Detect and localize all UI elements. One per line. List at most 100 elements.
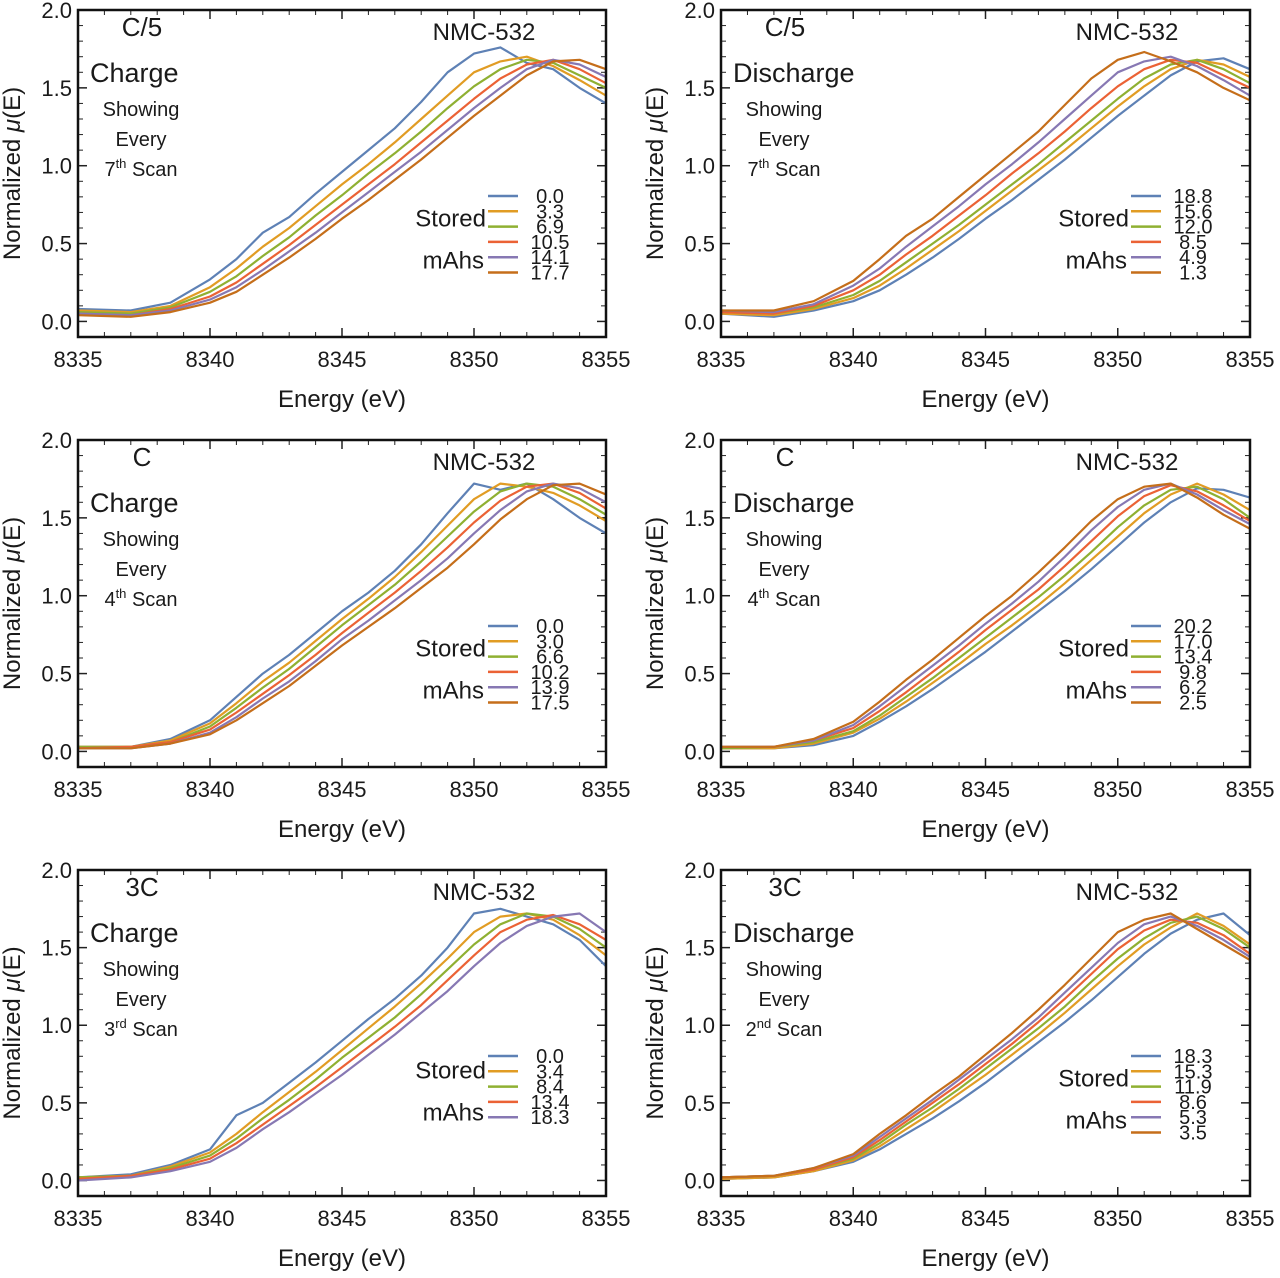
legend-label-18.3: 18.3	[1174, 1046, 1213, 1068]
note-every: Every	[115, 129, 166, 151]
y-tick-label: 0.5	[684, 1091, 715, 1116]
legend-label-3.0: 3.0	[536, 631, 564, 653]
x-tick-label: 8350	[1093, 777, 1142, 802]
series-group	[721, 912, 1250, 1180]
legend-label-20.2: 20.2	[1174, 616, 1213, 638]
legend-title-stored: Stored	[1058, 635, 1129, 662]
rate-label: C	[776, 442, 795, 472]
series-group	[721, 482, 1250, 750]
y-axis-title-text: Normalized	[642, 132, 669, 260]
series-line-13.4	[721, 485, 1250, 750]
legend-label-8.5: 8.5	[1179, 232, 1207, 254]
y-tick-label: 2.0	[684, 0, 715, 23]
x-tick-label: 8340	[186, 777, 235, 802]
y-axis-title-symbol: μ	[642, 549, 669, 563]
legend-title-mahs: mAhs	[1066, 247, 1127, 274]
series-line-5.3	[721, 915, 1250, 1179]
series-line-13.9	[78, 482, 606, 750]
series-line-3.4	[78, 912, 606, 1179]
series-line-3.3	[78, 55, 606, 314]
legend-label-8.4: 8.4	[536, 1077, 564, 1099]
series-line-15.6	[721, 58, 1250, 317]
legend-label-11.9: 11.9	[1174, 1077, 1211, 1099]
mode-label: Discharge	[733, 918, 855, 948]
y-tick-label: 1.5	[41, 76, 72, 101]
plot-frame	[719, 8, 1252, 339]
series-line-15.3	[721, 912, 1250, 1180]
y-axis-title: Normalized μ(E)	[0, 517, 26, 690]
note-scan-word: Scan	[126, 159, 177, 181]
x-tick-label: 8355	[1226, 777, 1275, 802]
x-tick-label: 8355	[1226, 1206, 1275, 1231]
series-line-6.6	[78, 482, 606, 748]
note-scan-word: Scan	[769, 589, 820, 611]
legend-label-13.9: 13.9	[531, 677, 570, 699]
series-line-17.7	[78, 58, 606, 318]
y-tick-label: 0.0	[684, 739, 715, 764]
y-axis-title: Normalized μ(E)	[642, 517, 669, 690]
note-scan-number: 7	[747, 159, 758, 181]
y-tick-label: 0.5	[41, 662, 72, 687]
series-line-10.5	[78, 58, 606, 317]
y-tick-label: 0.5	[684, 662, 715, 687]
y-tick-label: 1.5	[684, 936, 715, 961]
note-scan-number: 7	[104, 159, 115, 181]
legend-label-3.5: 3.5	[1179, 1123, 1207, 1145]
rate-label: C/5	[765, 12, 805, 42]
y-axis-title-symbol: μ	[642, 119, 669, 133]
x-axis-title: Energy (eV)	[278, 386, 406, 413]
plot-frame	[76, 8, 608, 339]
x-tick-label: 8355	[582, 777, 631, 802]
legend-label-14.1: 14.1	[531, 247, 570, 269]
note-scan-ordinal: th	[759, 156, 770, 171]
series-line-14.1	[78, 58, 606, 317]
x-tick-label: 8335	[54, 1206, 103, 1231]
note-scan: 7th Scan	[747, 156, 820, 181]
note-scan-ordinal: th	[116, 586, 127, 601]
y-tick-label: 0.5	[41, 1091, 72, 1116]
legend-label-6.2: 6.2	[1179, 677, 1207, 699]
y-axis-title-symbol: μ	[0, 978, 26, 992]
y-tick-label: 0.0	[684, 1168, 715, 1193]
y-tick-label: 1.0	[41, 154, 72, 179]
legend-label-17.7: 17.7	[531, 263, 570, 285]
x-tick-label: 8345	[961, 777, 1010, 802]
legend-label-13.4: 13.4	[1174, 647, 1213, 669]
note-scan: 4th Scan	[104, 586, 177, 611]
y-axis-title-symbol: μ	[0, 549, 26, 563]
legend-label-0.0: 0.0	[536, 186, 564, 208]
series-line-3.5	[721, 912, 1250, 1179]
series-line-3.0	[78, 482, 606, 748]
legend-label-9.8: 9.8	[1179, 662, 1207, 684]
note-showing: Showing	[103, 529, 180, 551]
x-axis-title: Energy (eV)	[921, 386, 1049, 413]
series-line-0.0	[78, 46, 606, 312]
x-axis-title: Energy (eV)	[278, 1245, 406, 1272]
x-tick-label: 8355	[582, 1206, 631, 1231]
y-axis-title-suffix: (E)	[0, 946, 26, 978]
plot-frame	[76, 438, 608, 769]
x-tick-label: 8340	[186, 1206, 235, 1231]
legend-title-stored: Stored	[415, 635, 486, 662]
legend-label-10.5: 10.5	[531, 232, 570, 254]
note-scan-ordinal: th	[116, 156, 127, 171]
chart-panel-4: 8335 8340 8345 8350 8355 0.0 0.5 1.0 1.5 2.0 Energ…	[642, 428, 1274, 843]
legend-label-8.6: 8.6	[1179, 1092, 1207, 1114]
x-tick-label: 8350	[450, 777, 499, 802]
material-label: NMC-532	[1076, 19, 1179, 46]
y-tick-label: 1.0	[41, 1013, 72, 1038]
y-tick-label: 2.0	[41, 428, 72, 453]
x-tick-label: 8335	[697, 1206, 746, 1231]
x-axis-title: Energy (eV)	[921, 1245, 1049, 1272]
legend-label-17.0: 17.0	[1174, 631, 1213, 653]
legend-label-4.9: 4.9	[1179, 247, 1207, 269]
series-line-13.4	[78, 913, 606, 1180]
legend-title-mahs: mAhs	[423, 677, 484, 704]
y-tick-label: 2.0	[41, 858, 72, 883]
y-tick-label: 1.0	[684, 154, 715, 179]
series-group	[78, 907, 606, 1182]
x-tick-label: 8350	[1093, 347, 1142, 372]
series-group	[78, 482, 606, 750]
x-tick-label: 8350	[1093, 1206, 1142, 1231]
note-scan-word: Scan	[769, 159, 820, 181]
